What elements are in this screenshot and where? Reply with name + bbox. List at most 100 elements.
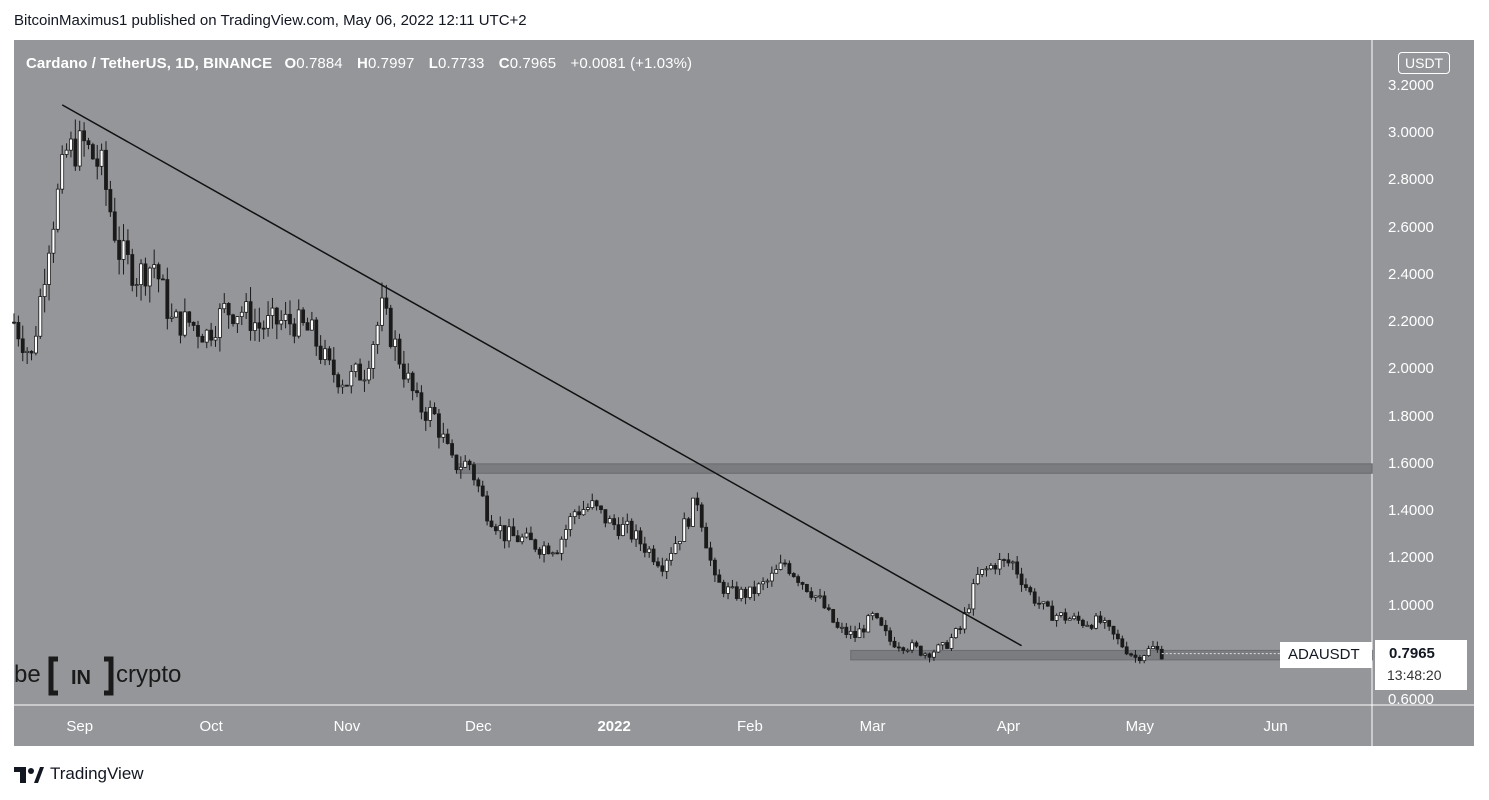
candle-body — [279, 320, 284, 325]
y-tick-label: 2.2000 — [1388, 313, 1434, 331]
ticker-label: ADAUSDT — [1280, 642, 1372, 668]
candle-body — [169, 316, 174, 319]
candle — [42, 268, 47, 313]
y-tick-label: 1.6000 — [1388, 454, 1434, 472]
candle — [1089, 623, 1094, 631]
candle — [292, 318, 297, 344]
candle-body — [888, 630, 893, 642]
candle-body — [178, 311, 183, 336]
candle — [664, 558, 669, 580]
candle — [804, 583, 809, 593]
candle-body — [213, 337, 218, 341]
candle-body — [384, 297, 389, 309]
candle — [822, 591, 827, 609]
candle — [713, 557, 717, 582]
candle-body — [314, 319, 319, 347]
candle-body — [1019, 573, 1024, 586]
candle-body — [507, 526, 511, 542]
candle — [888, 627, 893, 646]
x-tick-label: Nov — [333, 718, 361, 735]
candle — [507, 518, 511, 548]
candle — [809, 587, 814, 600]
candle — [95, 144, 100, 180]
candle — [472, 461, 476, 486]
candle — [905, 648, 910, 653]
candle-body — [1067, 618, 1072, 621]
candle — [345, 384, 349, 387]
candle-body — [1129, 653, 1133, 656]
candle-body — [437, 413, 441, 438]
candle-body — [47, 252, 51, 285]
candle-body — [60, 154, 65, 190]
candle — [415, 382, 419, 398]
candle — [949, 633, 954, 651]
candle-body — [848, 630, 853, 635]
candle-body — [1015, 561, 1020, 575]
candle — [818, 588, 822, 599]
candle — [542, 541, 546, 563]
candle — [437, 408, 441, 449]
candle — [625, 513, 630, 534]
currency-tag[interactable]: USDT — [1398, 52, 1451, 74]
candle — [349, 365, 354, 394]
candle-body — [822, 595, 827, 609]
candle-body — [222, 303, 227, 310]
candle-body — [187, 311, 192, 323]
candle-body — [524, 532, 529, 538]
candle-body — [309, 319, 314, 331]
candle-body — [695, 497, 700, 506]
candle-body — [349, 371, 354, 387]
candle-body — [104, 149, 108, 190]
candle-body — [730, 586, 735, 589]
candle — [721, 579, 726, 598]
candle — [296, 299, 301, 339]
candle-body — [401, 363, 406, 380]
tradingview-footer[interactable]: TradingView — [14, 764, 144, 784]
candle-body — [721, 581, 726, 594]
candle — [1015, 556, 1020, 579]
candle — [861, 624, 866, 639]
candle-body — [936, 644, 941, 653]
candle-body — [520, 536, 525, 543]
candle-body — [910, 642, 914, 651]
candle-body — [940, 642, 945, 646]
candle — [1010, 560, 1015, 570]
candle-body — [292, 323, 297, 337]
published-line: BitcoinMaximus1 published on TradingView… — [14, 12, 527, 29]
candle-body — [511, 526, 516, 537]
last-price-label: 0.7965 13:48:20 — [1375, 640, 1467, 690]
candle — [726, 582, 730, 600]
candle-body — [51, 228, 56, 254]
candle-body — [147, 267, 152, 287]
candle — [533, 538, 538, 553]
candle-body — [139, 263, 143, 286]
candle — [147, 266, 152, 303]
candle — [60, 145, 65, 194]
candle-body — [599, 505, 603, 510]
candle-body — [1054, 614, 1059, 621]
candle-body — [174, 311, 178, 318]
candle — [848, 625, 853, 639]
candle-body — [1028, 587, 1033, 593]
candle-body — [191, 321, 196, 326]
candle-body — [121, 240, 126, 260]
candle — [581, 500, 586, 516]
candle — [38, 288, 43, 339]
candle — [585, 503, 590, 512]
candle — [1072, 612, 1077, 621]
candle — [879, 616, 884, 627]
candle — [213, 326, 218, 347]
candle — [524, 527, 529, 539]
candle-body — [485, 495, 490, 522]
candle — [1159, 645, 1164, 660]
candle — [1019, 567, 1024, 592]
candle-body — [835, 621, 840, 628]
candle-body — [796, 576, 801, 583]
candle — [896, 642, 901, 652]
candle-body — [366, 367, 371, 381]
candle-body — [861, 628, 866, 633]
candle-body — [515, 535, 520, 543]
candle — [621, 517, 625, 537]
chart-pane[interactable] — [14, 40, 1474, 746]
